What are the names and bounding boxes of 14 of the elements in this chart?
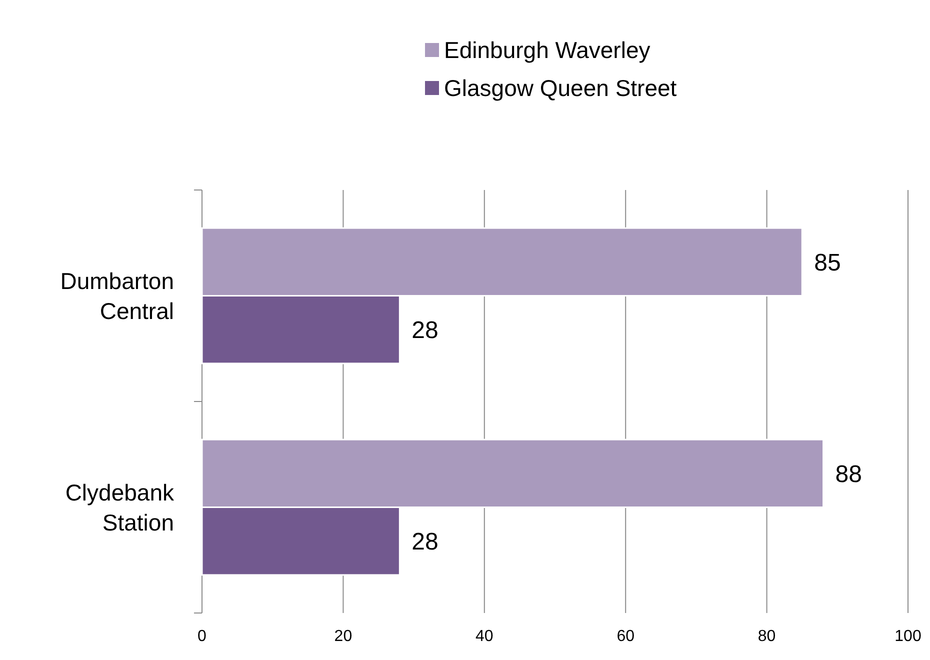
data-label: 28 — [412, 316, 438, 344]
legend-label: Glasgow Queen Street — [444, 75, 678, 102]
legend-label: Edinburgh Waverley — [444, 37, 651, 64]
y-tick-label: Clydebank Station — [65, 479, 174, 536]
x-tick-label: 100 — [894, 628, 922, 645]
data-label: 85 — [814, 249, 841, 276]
y-tick-label: Dumbarton Central — [60, 268, 174, 324]
x-tick-label: 0 — [198, 628, 207, 645]
x-tick-label: 80 — [758, 628, 776, 645]
data-label: 88 — [835, 460, 862, 488]
x-tick-label: 40 — [476, 628, 494, 645]
data-label: 28 — [412, 528, 438, 556]
x-tick-label: 20 — [334, 628, 352, 645]
x-tick-label: 60 — [616, 628, 635, 645]
